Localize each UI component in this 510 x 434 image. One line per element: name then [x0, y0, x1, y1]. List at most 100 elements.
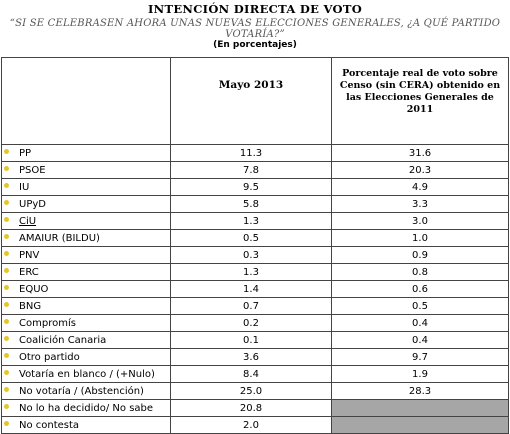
party-label: EQUO — [19, 283, 49, 295]
real-vote-value: 1.0 — [331, 229, 509, 247]
party-label: Coalición Canaria — [19, 334, 107, 346]
bullet-icon — [4, 404, 9, 409]
survey-question: “SI SE CELEBRASEN AHORA UNAS NUEVAS ELEC… — [9, 18, 501, 40]
mayo-value: 0.5 — [170, 229, 332, 247]
mayo-value: 11.3 — [170, 144, 332, 162]
party-label: Compromís — [19, 317, 76, 329]
party-label: BNG — [19, 300, 42, 312]
mayo-value: 0.7 — [170, 297, 332, 315]
mayo-value: 20.8 — [170, 399, 332, 417]
table-row: No contesta 2.0 — [1, 416, 509, 434]
table-row: No votaría / (Abstención) 25.0 28.3 — [1, 382, 509, 400]
empty-cell — [331, 399, 509, 417]
mayo-value: 25.0 — [170, 382, 332, 400]
bullet-icon — [4, 149, 9, 154]
party-label: Votaría en blanco / (+Nulo) — [19, 368, 155, 380]
table-row: AMAIUR (BILDU) 0.5 1.0 — [1, 229, 509, 247]
real-vote-value: 0.8 — [331, 263, 509, 281]
table-row: Compromís 0.2 0.4 — [1, 314, 509, 332]
party-cell: UPyD — [1, 195, 171, 213]
real-vote-value: 1.9 — [331, 365, 509, 383]
party-label: No lo ha decidido/ No sabe — [19, 402, 154, 414]
party-label: PP — [19, 147, 32, 159]
bullet-icon — [4, 166, 9, 171]
real-vote-value: 9.7 — [331, 348, 509, 366]
vote-intention-table: Mayo 2013 Porcentaje real de voto sobre … — [1, 57, 509, 434]
real-vote-value: 0.4 — [331, 314, 509, 332]
table-row: EQUO 1.4 0.6 — [1, 280, 509, 298]
table-row: UPyD 5.8 3.3 — [1, 195, 509, 213]
mayo-value: 0.3 — [170, 246, 332, 264]
party-cell: Otro partido — [1, 348, 171, 366]
mayo-value: 2.0 — [170, 416, 332, 434]
table-row: Votaría en blanco / (+Nulo) 8.4 1.9 — [1, 365, 509, 383]
real-vote-value: 3.3 — [331, 195, 509, 213]
party-cell: BNG — [1, 297, 171, 315]
real-vote-value: 0.5 — [331, 297, 509, 315]
table-row: Otro partido 3.6 9.7 — [1, 348, 509, 366]
party-cell: No lo ha decidido/ No sabe — [1, 399, 171, 417]
mayo-value: 1.3 — [170, 212, 332, 230]
real-vote-value: 0.9 — [331, 246, 509, 264]
table-row: Coalición Canaria 0.1 0.4 — [1, 331, 509, 349]
party-label: IU — [19, 181, 30, 193]
party-cell: CiU — [1, 212, 171, 230]
party-label: No votaría / (Abstención) — [19, 385, 144, 397]
party-cell: IU — [1, 178, 171, 196]
party-cell: PP — [1, 144, 171, 162]
header-row: Mayo 2013 Porcentaje real de voto sobre … — [1, 57, 509, 145]
table-row: No lo ha decidido/ No sabe 20.8 — [1, 399, 509, 417]
bullet-icon — [4, 387, 9, 392]
party-label: UPyD — [19, 198, 46, 210]
party-cell: No contesta — [1, 416, 171, 434]
party-cell: ERC — [1, 263, 171, 281]
party-column-header — [1, 57, 171, 145]
table-row: CiU 1.3 3.0 — [1, 212, 509, 230]
bullet-icon — [4, 285, 9, 290]
table-row: PSOE 7.8 20.3 — [1, 161, 509, 179]
party-cell: AMAIUR (BILDU) — [1, 229, 171, 247]
party-cell: Coalición Canaria — [1, 331, 171, 349]
real-vote-value: 20.3 — [331, 161, 509, 179]
party-cell: EQUO — [1, 280, 171, 298]
party-cell: PSOE — [1, 161, 171, 179]
real-vote-value: 3.0 — [331, 212, 509, 230]
mayo-value: 1.3 — [170, 263, 332, 281]
real-vote-column-header: Porcentaje real de voto sobre Censo (sin… — [331, 57, 509, 145]
party-cell: No votaría / (Abstención) — [1, 382, 171, 400]
real-vote-value: 0.4 — [331, 331, 509, 349]
mayo-value: 7.8 — [170, 161, 332, 179]
real-vote-value: 0.6 — [331, 280, 509, 298]
party-cell: Votaría en blanco / (+Nulo) — [1, 365, 171, 383]
units-label: (En porcentajes) — [213, 40, 297, 50]
bullet-icon — [4, 421, 9, 426]
bullet-icon — [4, 251, 9, 256]
table-row: PP 11.3 31.6 — [1, 144, 509, 162]
empty-cell — [331, 416, 509, 434]
table-row: PNV 0.3 0.9 — [1, 246, 509, 264]
bullet-icon — [4, 336, 9, 341]
bullet-icon — [4, 370, 9, 375]
bullet-icon — [4, 268, 9, 273]
mayo-column-header: Mayo 2013 — [170, 57, 332, 145]
table-row: ERC 1.3 0.8 — [1, 263, 509, 281]
mayo-value: 9.5 — [170, 178, 332, 196]
bullet-icon — [4, 302, 9, 307]
page-title: INTENCIÓN DIRECTA DE VOTO — [147, 2, 363, 16]
mayo-value: 3.6 — [170, 348, 332, 366]
real-vote-value: 28.3 — [331, 382, 509, 400]
mayo-value: 8.4 — [170, 365, 332, 383]
table-row: IU 9.5 4.9 — [1, 178, 509, 196]
mayo-value: 1.4 — [170, 280, 332, 298]
title-block: INTENCIÓN DIRECTA DE VOTO “SI SE CELEBRA… — [0, 0, 510, 50]
party-label: PNV — [19, 249, 40, 261]
mayo-value: 0.2 — [170, 314, 332, 332]
table-row: BNG 0.7 0.5 — [1, 297, 509, 315]
party-label: Otro partido — [19, 351, 80, 363]
party-label: CiU — [19, 215, 37, 227]
mayo-value: 5.8 — [170, 195, 332, 213]
bullet-icon — [4, 200, 9, 205]
bullet-icon — [4, 234, 9, 239]
bullet-icon — [4, 183, 9, 188]
real-vote-value: 31.6 — [331, 144, 509, 162]
